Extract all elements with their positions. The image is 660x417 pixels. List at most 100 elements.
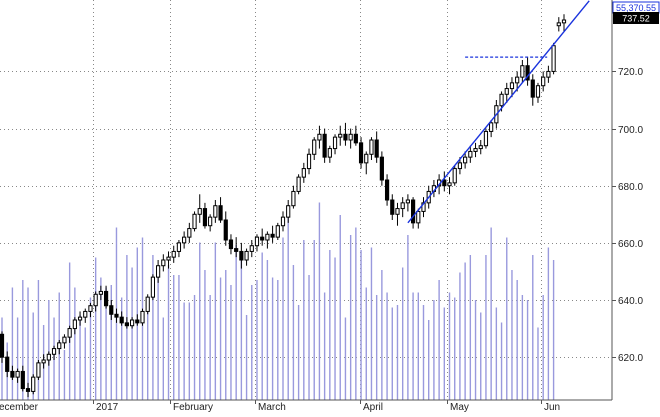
candle-body-up bbox=[457, 162, 463, 170]
candle bbox=[129, 317, 135, 329]
candle-body-up bbox=[364, 153, 369, 164]
candle bbox=[176, 240, 182, 258]
candle bbox=[51, 345, 57, 360]
x-month-label: April bbox=[363, 402, 383, 412]
candle bbox=[286, 200, 291, 223]
candle bbox=[504, 82, 509, 103]
candle bbox=[312, 137, 317, 160]
candle bbox=[260, 228, 265, 246]
volume-value-badge: 55,370.55 bbox=[612, 1, 660, 14]
candle-layer bbox=[0, 14, 567, 398]
candle bbox=[343, 122, 348, 146]
y-tick-label: 640.0 bbox=[618, 296, 643, 307]
x-month-label: May bbox=[450, 402, 469, 412]
candle bbox=[520, 60, 525, 83]
candle-body-up bbox=[46, 353, 51, 361]
candle bbox=[244, 248, 249, 266]
candle bbox=[103, 285, 109, 309]
candle-body-down bbox=[270, 233, 275, 238]
y-tick-label: 660.0 bbox=[618, 239, 643, 250]
x-month-label: ecember bbox=[0, 402, 39, 412]
candle-body-down bbox=[525, 65, 530, 81]
candle bbox=[364, 151, 369, 175]
candle-body-down bbox=[374, 139, 379, 158]
candle bbox=[114, 308, 119, 323]
candle-body-up bbox=[556, 22, 561, 27]
candle bbox=[239, 242, 244, 269]
candle-body-down bbox=[228, 239, 234, 250]
candle-body-up bbox=[546, 70, 551, 78]
candle bbox=[202, 202, 208, 229]
candle-body-up bbox=[561, 19, 567, 24]
x-month-label: March bbox=[258, 402, 286, 412]
candle bbox=[77, 311, 83, 326]
candle-body-down bbox=[530, 79, 535, 98]
candle bbox=[353, 125, 358, 146]
candle bbox=[280, 211, 286, 232]
candle-body-up bbox=[93, 293, 98, 307]
candle-body-up bbox=[551, 45, 556, 72]
candle bbox=[530, 74, 535, 106]
volume-badge-text: 55,370.55 bbox=[616, 3, 656, 13]
grid-layer bbox=[0, 0, 612, 400]
candle-body-up bbox=[452, 168, 457, 184]
candle-body-up bbox=[57, 342, 62, 350]
support-trendline[interactable] bbox=[407, 0, 590, 224]
candle bbox=[88, 302, 93, 318]
candle-body-up bbox=[265, 233, 270, 241]
candle-body-down bbox=[260, 236, 265, 241]
candle-body-up bbox=[171, 250, 176, 258]
candle bbox=[36, 360, 41, 380]
candle-body-up bbox=[463, 156, 468, 164]
y-tick-label: 720.0 bbox=[618, 67, 643, 78]
candle-body-up bbox=[62, 336, 67, 344]
candle-body-down bbox=[202, 208, 208, 227]
candle bbox=[332, 134, 338, 155]
candle bbox=[535, 82, 541, 103]
candle bbox=[525, 57, 530, 86]
candle bbox=[296, 174, 301, 195]
candle bbox=[25, 382, 31, 398]
candle-body-down bbox=[358, 142, 364, 164]
candle bbox=[390, 194, 395, 220]
candle-body-up bbox=[88, 305, 93, 312]
candle bbox=[62, 334, 67, 349]
overlay-layer bbox=[407, 0, 590, 224]
candle bbox=[124, 317, 129, 329]
candle-body-down bbox=[103, 290, 109, 307]
candle-body-up bbox=[77, 316, 83, 321]
candle-body-up bbox=[489, 122, 494, 132]
candle-body-up bbox=[15, 370, 20, 378]
candle bbox=[265, 231, 270, 249]
candle-body-up bbox=[213, 205, 218, 218]
candle-body-up bbox=[140, 310, 145, 324]
x-month-label: 2017 bbox=[96, 402, 119, 412]
candle-body-up bbox=[98, 290, 103, 295]
candle-body-up bbox=[332, 136, 338, 150]
candle bbox=[301, 162, 306, 183]
last-price-badge: 737.52 bbox=[613, 12, 659, 24]
candle-body-up bbox=[150, 276, 156, 298]
candle-body-up bbox=[483, 130, 489, 147]
candle-body-up bbox=[192, 213, 197, 230]
candle-body-up bbox=[51, 348, 57, 355]
candle-body-up bbox=[280, 216, 286, 227]
candle-body-up bbox=[156, 265, 161, 278]
candle-body-up bbox=[541, 76, 546, 87]
candle-body-up bbox=[254, 236, 260, 247]
candle bbox=[374, 131, 379, 163]
candle bbox=[348, 128, 353, 149]
candle bbox=[46, 351, 51, 366]
candle-body-up bbox=[509, 82, 515, 90]
candle bbox=[140, 308, 145, 326]
candle bbox=[182, 231, 187, 249]
candle bbox=[135, 314, 140, 326]
candle-body-up bbox=[416, 210, 421, 224]
candle bbox=[473, 142, 478, 158]
candle-body-up bbox=[301, 168, 306, 178]
candle bbox=[509, 77, 515, 98]
candle bbox=[405, 194, 410, 212]
candle bbox=[161, 254, 166, 272]
